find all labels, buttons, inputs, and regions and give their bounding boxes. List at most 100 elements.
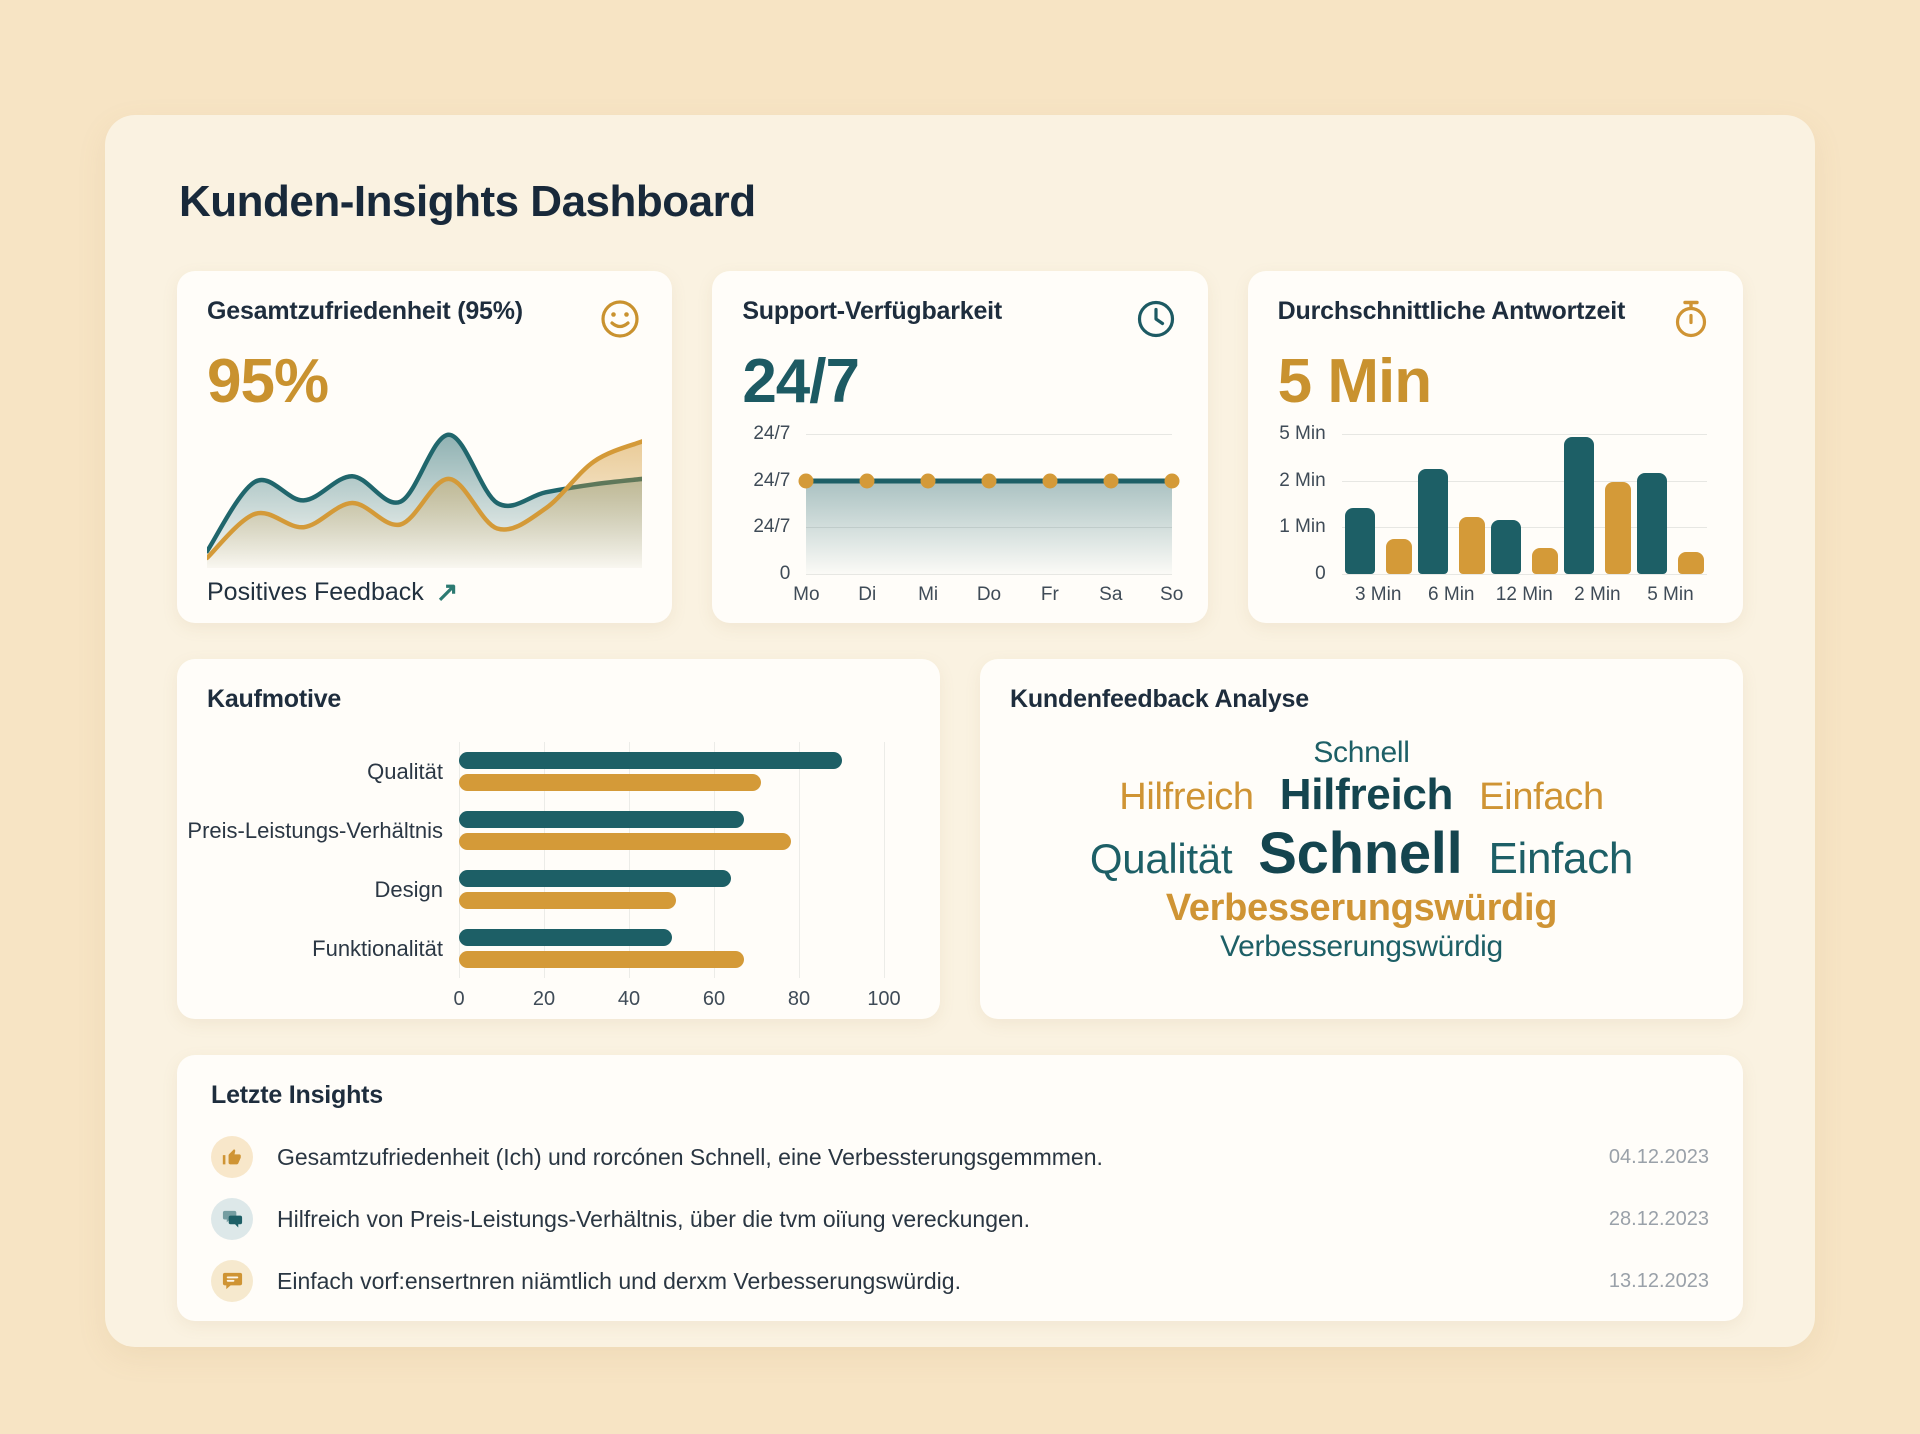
- gridline: [1341, 527, 1707, 529]
- x-tick-label: 12 Min: [1495, 584, 1553, 606]
- kaufmotive-chart-body: Qualität Preis-Leistungs-Verhältnis Design…: [187, 742, 910, 978]
- card-response: Durchschnittliche Antwortzeit 5 Min 5 Mi…: [1247, 271, 1743, 623]
- x-tick-label: 80: [787, 988, 811, 1010]
- kaufmotive-title: Kaufmotive: [207, 685, 342, 713]
- x-tick-label: 6 Min: [1428, 584, 1475, 606]
- gridline: [806, 434, 1172, 436]
- gridline: [799, 742, 800, 978]
- card-support: Support-Verfügbarkeit 24/7 24/7 24/7 24/7 0…: [712, 271, 1208, 623]
- data-point-dot: [1103, 473, 1119, 489]
- x-tick-label: Fr: [1040, 584, 1059, 606]
- availability-area-fill: [806, 480, 1172, 575]
- satisfaction-trend-chart: [207, 432, 643, 569]
- smiley-icon: [601, 300, 639, 338]
- x-tick-label: Sa: [1099, 584, 1123, 606]
- gold-bar: [1458, 516, 1485, 575]
- x-tick-label: 60: [702, 988, 726, 1010]
- x-tick-label: Do: [976, 584, 1002, 606]
- word-cloud-word: Qualität: [1089, 835, 1233, 882]
- bar-group: [1342, 434, 1415, 575]
- clock-icon: [1137, 300, 1174, 338]
- feedback-title: Kundenfeedback Analyse: [1010, 685, 1309, 713]
- insight-date: 04.12.2023: [1608, 1145, 1709, 1168]
- insight-item: Einfach vorf:ensertnren niämtlich und de…: [211, 1250, 1709, 1312]
- gridline: [714, 742, 715, 978]
- response-title: Durchschnittliche Antwortzeit: [1277, 297, 1626, 325]
- insight-item: Hilfreich von Preis-Leistungs-Verhältnis…: [211, 1188, 1709, 1250]
- data-point-dot: [1164, 473, 1180, 489]
- y-tick-label: 24/7: [753, 423, 791, 445]
- insights-list: Gesamtzufriedenheit (Ich) und rorcónen S…: [211, 1126, 1709, 1312]
- bar-group: [1561, 434, 1634, 575]
- gridline: [806, 574, 1172, 576]
- bar-group: [459, 742, 884, 801]
- support-availability-chart: 24/7 24/7 24/7 0 Mo Di Mi Do Fr Sa So: [742, 423, 1183, 610]
- x-tick-label: 3 Min: [1354, 584, 1402, 606]
- data-point-dot: [920, 473, 936, 489]
- satisfaction-value: 95%: [207, 347, 329, 416]
- x-tick-label: 0: [453, 988, 465, 1010]
- teal-bar: [459, 752, 842, 769]
- teal-bar: [459, 811, 744, 828]
- gold-bar: [1531, 547, 1558, 575]
- word-cloud-line: Verbesserungswürdig: [1010, 930, 1713, 964]
- category-label: Preis-Leistungs-Verhältnis: [187, 817, 443, 843]
- data-point-dot: [981, 473, 997, 489]
- category-labels: Qualität Preis-Leistungs-Verhältnis Design…: [187, 742, 459, 978]
- trend-up-arrow-icon: ↗: [435, 577, 459, 608]
- feedback-word-cloud: Schnell Hilfreich Hilfreich Einfach Qualität…: [1010, 736, 1713, 964]
- teal-bar: [459, 870, 731, 887]
- y-tick-label: 0: [779, 563, 791, 585]
- category-label: Design: [374, 876, 443, 902]
- card-kaufmotive: Kaufmotive Qualität Preis-Leistungs-Verhä…: [177, 659, 940, 1019]
- x-tick-label: 20: [532, 988, 556, 1010]
- y-tick-label: 2 Min: [1279, 469, 1326, 491]
- insight-item: Gesamtzufriedenheit (Ich) und rorcónen S…: [211, 1126, 1709, 1188]
- teal-bar: [459, 929, 672, 946]
- bar-group: [1415, 434, 1488, 575]
- x-tick-label: 100: [867, 988, 901, 1010]
- word-cloud-word: Hilfreich: [1119, 776, 1254, 818]
- gold-bar: [1677, 551, 1704, 575]
- gridline: [629, 742, 630, 978]
- gold-bar: [1385, 539, 1412, 575]
- support-y-axis: 24/7 24/7 24/7 0: [742, 423, 800, 584]
- bar-groups: [1342, 434, 1707, 575]
- stopwatch-icon: [1675, 300, 1707, 338]
- satisfaction-footer-label: Positives Feedback: [207, 578, 424, 607]
- x-tick-label: Mi: [918, 584, 939, 606]
- word-cloud-line: Qualität Schnell Einfach: [1010, 820, 1713, 887]
- word-cloud-line: Hilfreich Hilfreich Einfach: [1010, 770, 1713, 820]
- bar-group: [1634, 434, 1707, 575]
- card-letzte-insights: Letzte Insights Gesamtzufriedenheit (Ich…: [177, 1055, 1743, 1321]
- kaufmotive-chart: Qualität Preis-Leistungs-Verhältnis Design…: [187, 742, 910, 1020]
- bar-group: [459, 919, 884, 978]
- zufriedenheit-teal-line: [207, 432, 643, 554]
- dashboard-panel: Kunden-Insights Dashboard Gesamtzufriede…: [105, 115, 1815, 1347]
- x-tick-label: Di: [858, 584, 877, 606]
- satisfaction-footer: Positives Feedback ↗: [207, 578, 642, 607]
- word-cloud-word: Einfach: [1479, 776, 1604, 818]
- y-tick-label: 5 Min: [1279, 423, 1326, 445]
- analysis-row: Kaufmotive Qualität Preis-Leistungs-Verhä…: [177, 659, 1743, 1019]
- insight-text: Gesamtzufriedenheit (Ich) und rorcónen S…: [277, 1143, 1103, 1170]
- x-tick-label: 2 Min: [1574, 584, 1621, 606]
- gridline: [806, 527, 1172, 529]
- chat-icon: [211, 1198, 253, 1240]
- word-cloud-word: Schnell: [1313, 736, 1410, 769]
- support-value: 24/7: [742, 347, 860, 416]
- y-tick-label: 24/7: [753, 469, 791, 491]
- word-cloud-word: Hilfreich: [1279, 770, 1454, 819]
- insight-date: 28.12.2023: [1608, 1207, 1709, 1230]
- teal-bar: [1344, 508, 1375, 575]
- thumbs-up-icon: [211, 1136, 253, 1178]
- word-cloud-word: Verbesserungswürdig: [1165, 887, 1558, 929]
- teal-bar: [1636, 473, 1667, 575]
- teal-bar: [1563, 436, 1594, 575]
- response-value: 5 Min: [1277, 347, 1432, 416]
- bar-rows: [459, 742, 884, 978]
- gold-bar: [1604, 481, 1631, 575]
- support-x-axis: Mo Di Mi Do Fr Sa So: [793, 584, 1183, 610]
- y-tick-label: 24/7: [753, 516, 791, 538]
- x-tick-label: Mo: [793, 584, 820, 606]
